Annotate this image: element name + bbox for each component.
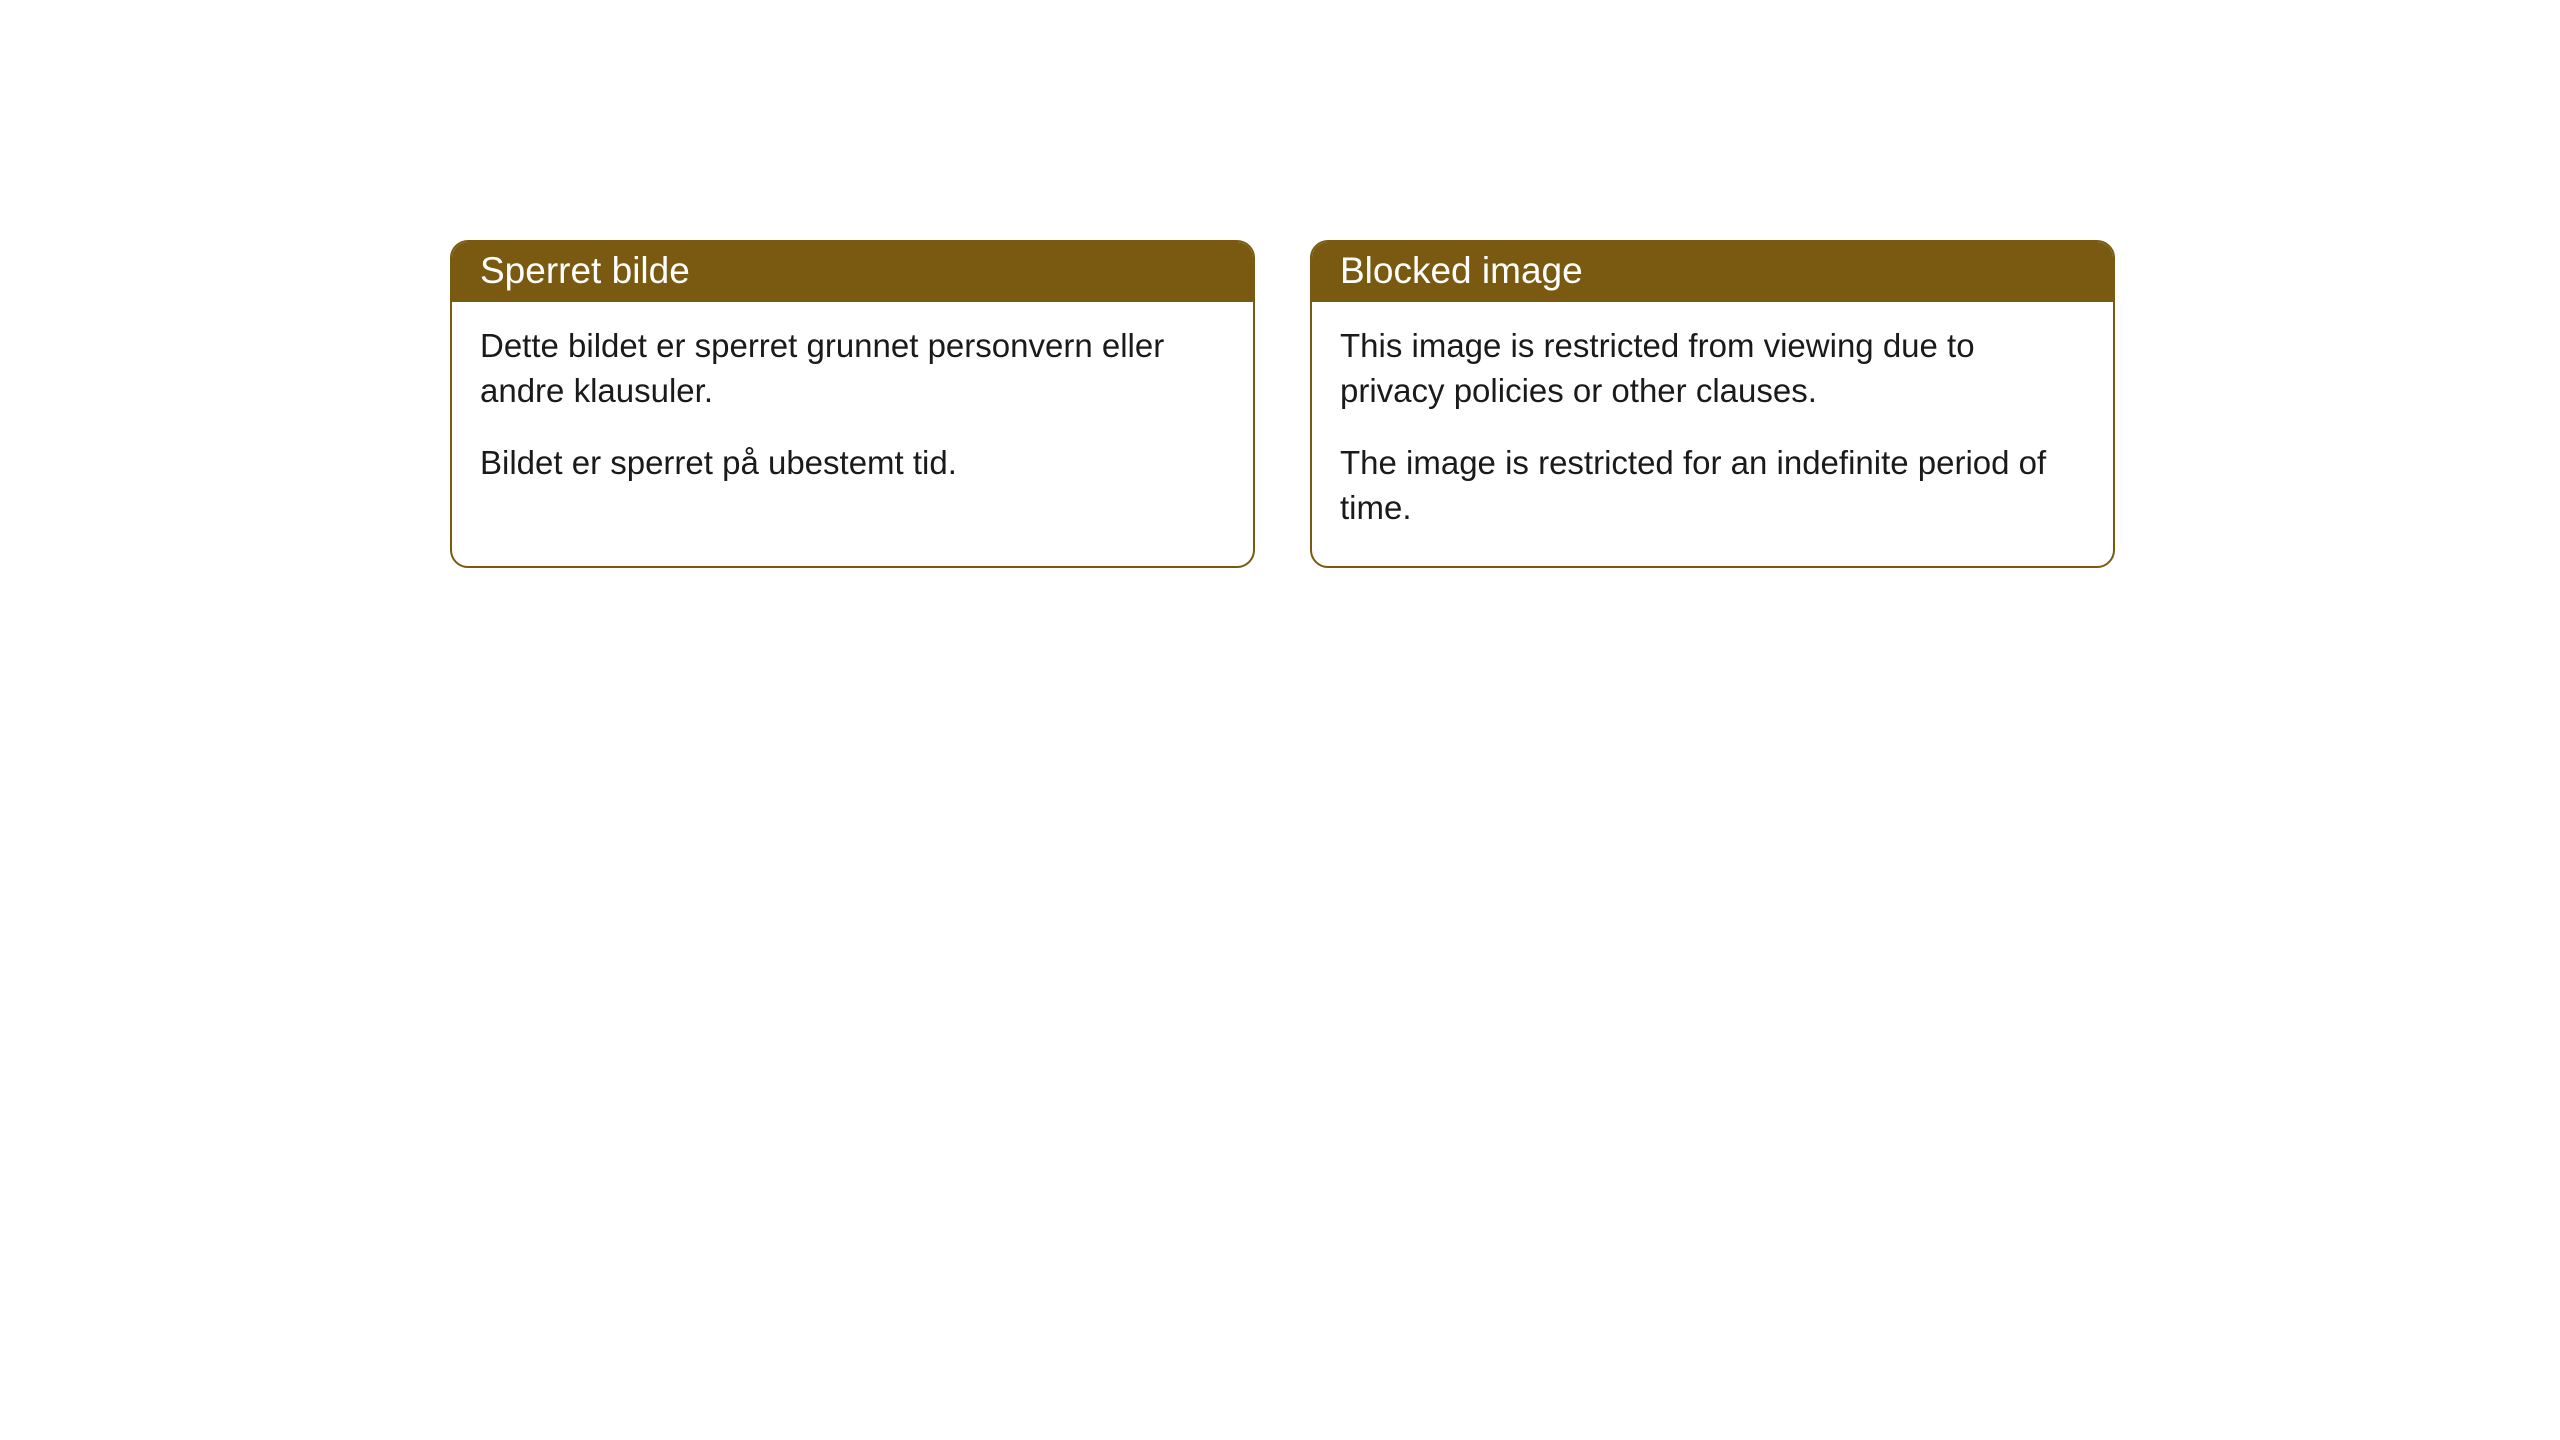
notice-card-norwegian: Sperret bilde Dette bildet er sperret gr… [450,240,1255,568]
card-header: Sperret bilde [452,242,1253,302]
card-paragraph-2: The image is restricted for an indefinit… [1340,441,2085,530]
card-header: Blocked image [1312,242,2113,302]
card-paragraph-1: Dette bildet er sperret grunnet personve… [480,324,1225,413]
notice-cards-container: Sperret bilde Dette bildet er sperret gr… [450,240,2560,568]
card-body: This image is restricted from viewing du… [1312,302,2113,566]
notice-card-english: Blocked image This image is restricted f… [1310,240,2115,568]
card-paragraph-1: This image is restricted from viewing du… [1340,324,2085,413]
card-paragraph-2: Bildet er sperret på ubestemt tid. [480,441,1225,486]
card-body: Dette bildet er sperret grunnet personve… [452,302,1253,522]
